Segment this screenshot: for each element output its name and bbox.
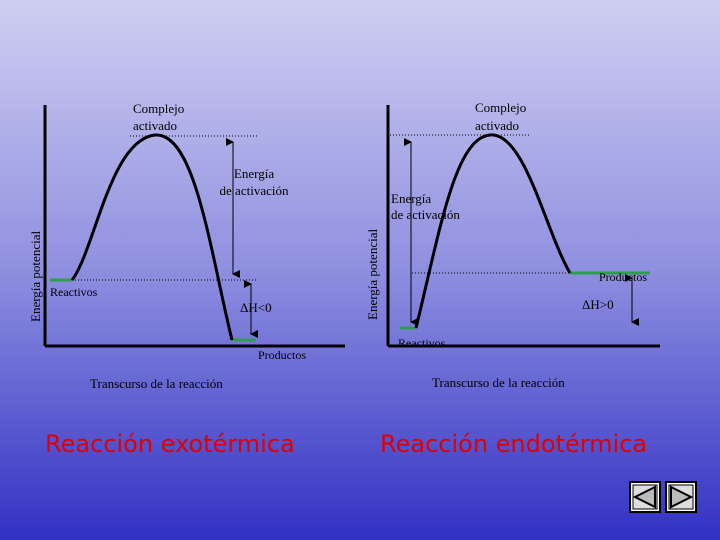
x-axis-label: Transcurso de la reacción [90,376,223,391]
y-axis-label: Energía potencial [365,229,380,320]
exothermic-diagram: Complejo activado Energía de activación … [28,101,345,458]
prev-button[interactable] [629,481,661,513]
delta-h-label: ΔH>0 [582,297,614,312]
reactants-label: Reactivos [50,285,98,299]
activation-label: de activación [220,183,289,198]
peak-label: activado [133,118,177,133]
diagram-title: Reacción exotérmica [45,430,295,458]
products-label: Productos [599,270,647,284]
x-axis-label: Transcurso de la reacción [432,375,565,390]
reactants-label: Reactivos [398,336,446,350]
diagram-title: Reacción endotérmica [380,430,647,458]
activation-label: de activación [391,207,460,222]
peak-label: Complejo [133,101,184,116]
products-label: Productos [258,348,306,362]
peak-label: activado [475,118,519,133]
energy-curve [70,133,234,341]
energy-curve [414,133,572,329]
next-button[interactable] [665,481,697,513]
activation-label: Energía [234,166,274,181]
peak-label: Complejo [475,100,526,115]
delta-h-label: ΔH<0 [240,300,272,315]
endothermic-diagram: Complejo activado Energía de activación … [365,100,660,458]
activation-label: Energía [391,191,431,206]
y-axis-label: Energía potencial [28,231,43,322]
